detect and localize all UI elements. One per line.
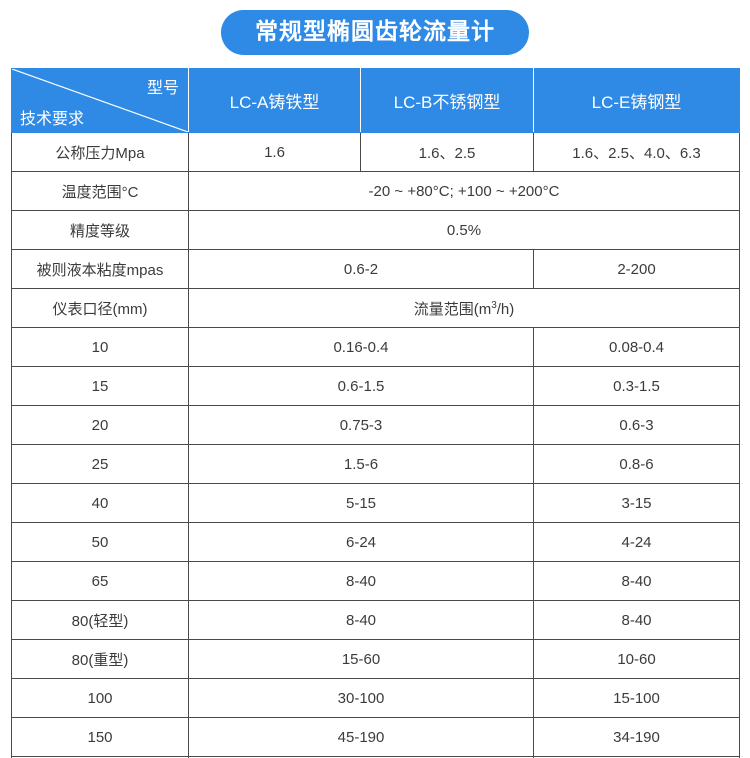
flow-range-lc-b-lc-e: 34-190 [533, 717, 740, 757]
table-row: 公称压力Mpa 1.6 1.6、2.5 1.6、2.5、4.0、6.3 [11, 132, 740, 172]
table-row: 40 5-15 3-15 [11, 483, 740, 523]
flow-range-lc-b-lc-e: 15-100 [533, 678, 740, 718]
bore-size: 150 [11, 717, 189, 757]
flow-range-lc-b-lc-e: 0.6-3 [533, 405, 740, 445]
flow-range-prefix: 流量范围(m [413, 300, 492, 318]
flow-range-lc-a: 6-24 [188, 522, 534, 562]
flow-range-lc-b-lc-e: 56-340 [533, 756, 740, 758]
page-title-container: 常规型椭圆齿轮流量计 [0, 10, 750, 55]
table-header-row: 型号 技术要求 LC-A铸铁型 LC-B不锈钢型 LC-E铸钢型 [11, 68, 740, 133]
spec-table-container: 型号 技术要求 LC-A铸铁型 LC-B不锈钢型 LC-E铸钢型 公称压力Mpa… [11, 68, 740, 758]
viscosity-lc-a: 0.6-2 [188, 249, 534, 289]
nominal-pressure-lc-a: 1.6 [188, 132, 361, 172]
table-row: 20 0.75-3 0.6-3 [11, 405, 740, 445]
bore-size: 80(重型) [11, 639, 189, 679]
flow-range-lc-b-lc-e: 4-24 [533, 522, 740, 562]
header-model-lc-a: LC-A铸铁型 [188, 68, 361, 133]
flow-range-lc-b-lc-e: 8-40 [533, 561, 740, 601]
bore-size: 80(轻型) [11, 600, 189, 640]
table-row: 精度等级 0.5% [11, 210, 740, 250]
temperature-range-value: -20 ~ +80°C; +100 ~ +200°C [188, 171, 740, 211]
table-row: 100 30-100 15-100 [11, 678, 740, 718]
table-row: 温度范围°C -20 ~ +80°C; +100 ~ +200°C [11, 171, 740, 211]
page-title: 常规型椭圆齿轮流量计 [221, 10, 529, 55]
row-label-nominal-pressure: 公称压力Mpa [11, 132, 189, 172]
flow-range-lc-b-lc-e: 8-40 [533, 600, 740, 640]
table-row: 65 8-40 8-40 [11, 561, 740, 601]
viscosity-lc-b-lc-e: 2-200 [533, 249, 740, 289]
flow-range-lc-a: 5-15 [188, 483, 534, 523]
row-label-temperature-range: 温度范围°C [11, 171, 189, 211]
header-model-lc-b: LC-B不锈钢型 [360, 68, 534, 133]
table-row: 被则液本粘度mpas 0.6-2 2-200 [11, 249, 740, 289]
flow-range-lc-b-lc-e: 0.3-1.5 [533, 366, 740, 406]
flow-range-lc-b-lc-e: 10-60 [533, 639, 740, 679]
flow-range-superscript: 3 [491, 299, 497, 311]
row-label-bore-size: 仪表口径(mm) [11, 288, 189, 328]
table-row: 200 68-340 56-340 [11, 756, 740, 758]
bore-size: 40 [11, 483, 189, 523]
table-row: 80(重型) 15-60 10-60 [11, 639, 740, 679]
header-requirement-label: 技术要求 [20, 111, 85, 128]
header-model-label: 型号 [146, 80, 179, 97]
nominal-pressure-lc-b: 1.6、2.5 [360, 132, 534, 172]
header-corner-cell: 型号 技术要求 [11, 68, 189, 133]
flow-range-lc-a: 15-60 [188, 639, 534, 679]
table-row: 150 45-190 34-190 [11, 717, 740, 757]
row-label-viscosity: 被则液本粘度mpas [11, 249, 189, 289]
flow-range-lc-a: 0.6-1.5 [188, 366, 534, 406]
bore-size: 20 [11, 405, 189, 445]
flow-range-lc-b-lc-e: 0.08-0.4 [533, 327, 740, 367]
row-label-accuracy-grade: 精度等级 [11, 210, 189, 250]
bore-size: 15 [11, 366, 189, 406]
flow-range-lc-a: 0.75-3 [188, 405, 534, 445]
bore-size: 25 [11, 444, 189, 484]
nominal-pressure-lc-e: 1.6、2.5、4.0、6.3 [533, 132, 740, 172]
spec-table: 型号 技术要求 LC-A铸铁型 LC-B不锈钢型 LC-E铸钢型 公称压力Mpa… [11, 68, 740, 758]
bore-size: 65 [11, 561, 189, 601]
table-row: 仪表口径(mm) 流量范围(m3/h) [11, 288, 740, 328]
flow-range-lc-b-lc-e: 0.8-6 [533, 444, 740, 484]
flow-range-suffix: /h) [496, 300, 515, 318]
table-row: 10 0.16-0.4 0.08-0.4 [11, 327, 740, 367]
table-row: 50 6-24 4-24 [11, 522, 740, 562]
bore-size: 100 [11, 678, 189, 718]
flow-range-lc-a: 30-100 [188, 678, 534, 718]
flow-range-lc-a: 8-40 [188, 561, 534, 601]
table-row: 80(轻型) 8-40 8-40 [11, 600, 740, 640]
flow-range-lc-a: 8-40 [188, 600, 534, 640]
flow-range-lc-a: 0.16-0.4 [188, 327, 534, 367]
bore-size: 50 [11, 522, 189, 562]
accuracy-grade-value: 0.5% [188, 210, 740, 250]
header-model-lc-e: LC-E铸钢型 [533, 68, 740, 133]
table-row: 25 1.5-6 0.8-6 [11, 444, 740, 484]
flow-range-header: 流量范围(m3/h) [188, 288, 740, 328]
bore-size: 10 [11, 327, 189, 367]
flow-range-lc-b-lc-e: 3-15 [533, 483, 740, 523]
table-row: 15 0.6-1.5 0.3-1.5 [11, 366, 740, 406]
flow-range-lc-a: 45-190 [188, 717, 534, 757]
flow-range-lc-a: 1.5-6 [188, 444, 534, 484]
